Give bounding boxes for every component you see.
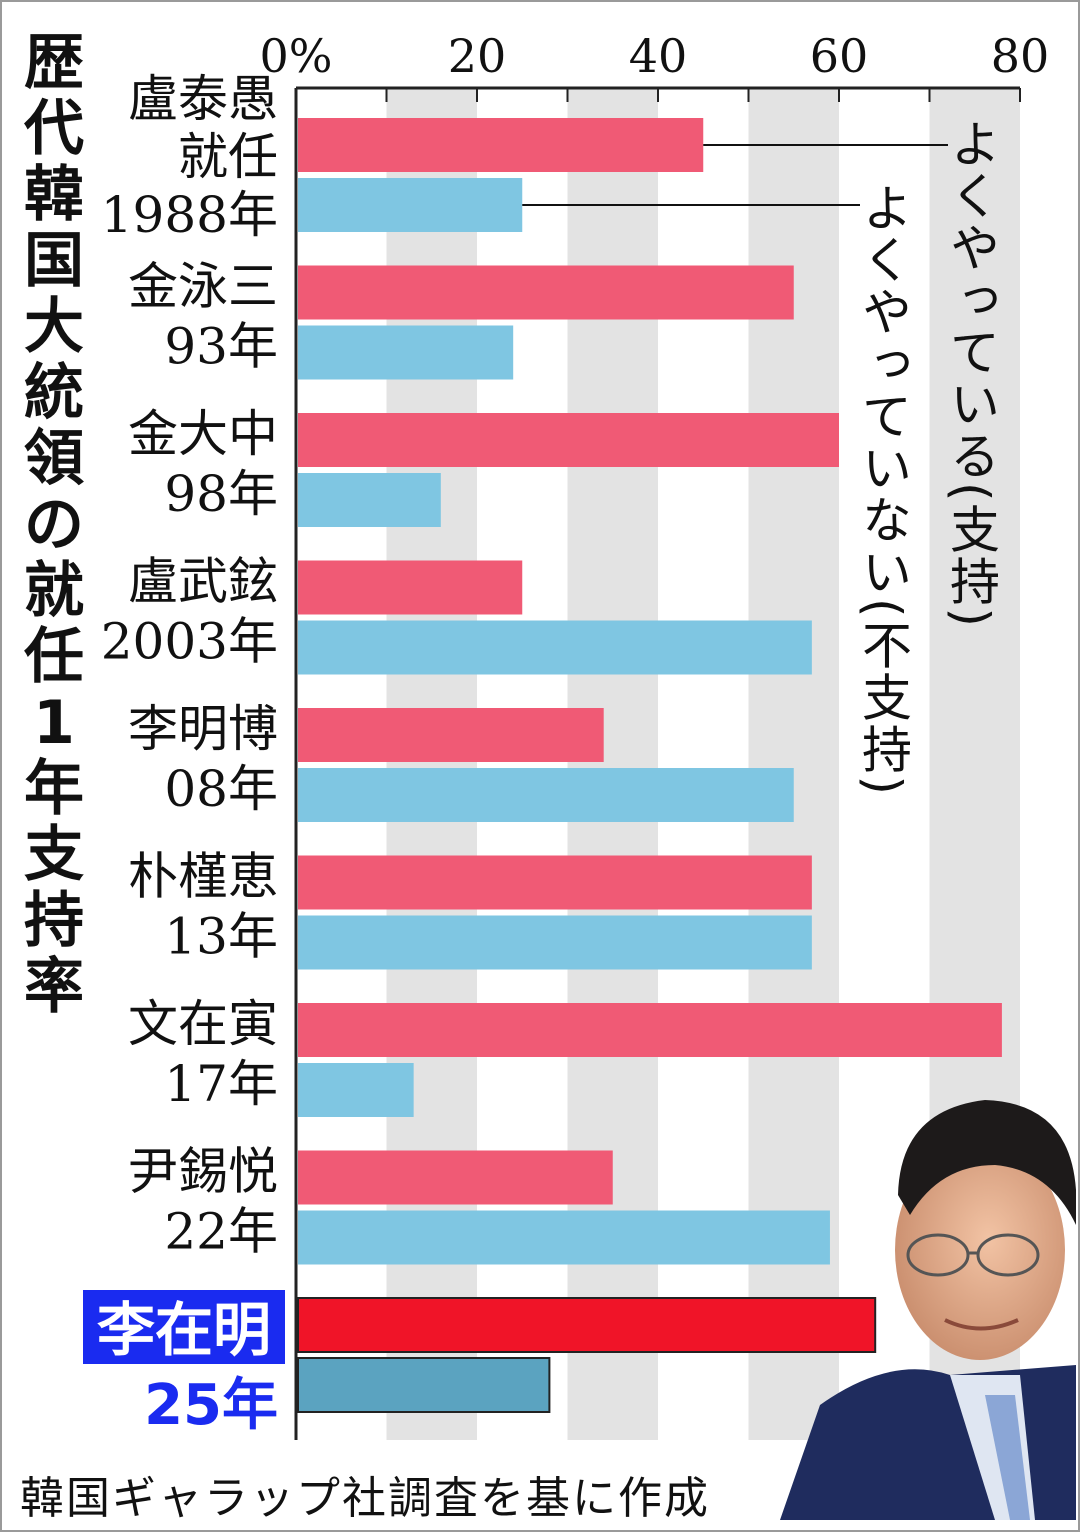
category-year: 25年 bbox=[144, 1373, 278, 1438]
category-year: 1988年 bbox=[101, 186, 278, 244]
category-year: 08年 bbox=[164, 760, 278, 818]
bar-support bbox=[298, 855, 812, 910]
category-name: 尹錫悦 bbox=[128, 1143, 278, 1201]
bar-not-support bbox=[298, 620, 812, 675]
chart-title: 歴代韓国大統領の就任1年支持率 bbox=[24, 28, 84, 1022]
bar-support bbox=[298, 413, 839, 467]
bar-not-support bbox=[298, 1210, 830, 1265]
category-name: 朴槿恵 bbox=[128, 848, 278, 906]
category-name: 李在明 bbox=[97, 1296, 271, 1364]
bar-support bbox=[298, 1150, 613, 1205]
bar-support bbox=[297, 1297, 877, 1353]
x-tick-label: 40 bbox=[629, 29, 688, 83]
category-name: 盧武鉉 bbox=[128, 553, 278, 611]
category-year: 2003年 bbox=[101, 613, 278, 671]
category-sub: 就任 bbox=[178, 128, 278, 186]
category-year: 93年 bbox=[164, 318, 278, 376]
x-tick-label: 60 bbox=[810, 29, 869, 83]
category-year: 17年 bbox=[164, 1055, 278, 1113]
bar-support bbox=[298, 560, 523, 615]
x-tick-label: 80 bbox=[991, 29, 1050, 83]
category-year: 13年 bbox=[164, 908, 278, 966]
bar-support bbox=[298, 1003, 1002, 1057]
category-name: 金大中 bbox=[128, 405, 278, 463]
legend-support-label: よくやっている(支持) bbox=[942, 118, 1000, 630]
bar-not-support bbox=[298, 1063, 414, 1117]
category-year: 98年 bbox=[164, 465, 278, 523]
bar-not-support bbox=[298, 178, 523, 232]
category-year: 22年 bbox=[164, 1203, 278, 1261]
bar-not-support bbox=[298, 915, 812, 970]
bar-support bbox=[298, 118, 704, 172]
source-note: 韓国ギャラップ社調査を基に作成 bbox=[20, 1473, 710, 1524]
bar-not-support bbox=[298, 473, 441, 527]
category-name: 文在寅 bbox=[128, 995, 278, 1053]
category-name: 李明博 bbox=[128, 700, 278, 758]
category-name: 盧泰愚 bbox=[128, 70, 278, 128]
legend-not-support-label: よくやっていない(不支持) bbox=[854, 182, 912, 798]
bar-support bbox=[298, 708, 604, 762]
president-portrait bbox=[780, 1100, 1076, 1520]
x-tick-label: 0% bbox=[260, 29, 333, 83]
bar-not-support bbox=[298, 325, 514, 380]
category-name: 金泳三 bbox=[128, 258, 278, 316]
bar-not-support bbox=[298, 768, 794, 822]
bar-support bbox=[298, 265, 794, 320]
bar-not-support bbox=[297, 1357, 551, 1413]
x-tick-label: 20 bbox=[448, 29, 507, 83]
highlight-name-bg bbox=[83, 1290, 285, 1364]
